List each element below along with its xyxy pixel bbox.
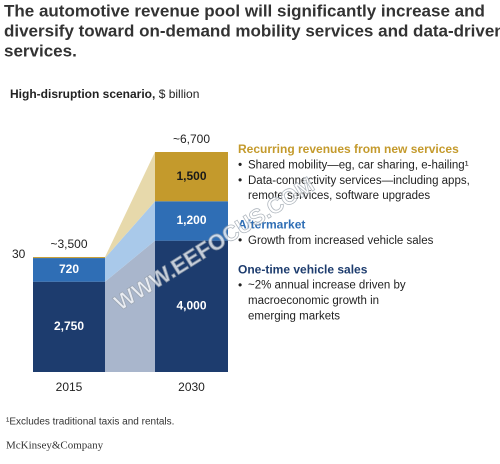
subtitle-bold: High-disruption scenario, [10, 87, 155, 101]
connector-area [105, 201, 155, 282]
title-line: services. [4, 41, 77, 60]
bar-segment [33, 258, 105, 282]
title-line: The automotive revenue pool will signifi… [4, 1, 485, 20]
legend-heading: Aftermarket [238, 218, 305, 232]
x-tick-label: 2015 [56, 380, 83, 394]
footnote: ¹Excludes traditional taxis and rentals. [6, 417, 174, 428]
source: McKinsey&Company [6, 440, 104, 452]
unit: $ billion [159, 87, 200, 101]
total-label: ~3,500 [50, 237, 87, 251]
legend-note: ~2% annual increase driven by [248, 280, 406, 292]
bar-segment [155, 152, 228, 202]
subtitle: High-disruption scenario, $ billion [10, 87, 199, 101]
value-label: 720 [59, 262, 79, 276]
value-label: 30 [12, 247, 26, 261]
bar-segment [33, 281, 105, 372]
legend-note: Growth from increased vehicle sales [248, 235, 434, 247]
legend-note: macroeconomic growth in [248, 295, 379, 307]
legend-note: Shared mobility—eg, car sharing, e-haili… [248, 160, 469, 172]
bar-segment [155, 201, 228, 241]
bullet: • [238, 173, 242, 187]
bar-segment [155, 240, 228, 372]
legend-heading: Recurring revenues from new services [238, 142, 459, 156]
bullet: • [238, 278, 242, 292]
bullet: • [238, 233, 242, 247]
value-label: 4,000 [176, 299, 206, 313]
value-label: 1,200 [176, 213, 206, 227]
legend-heading: One-time vehicle sales [238, 262, 368, 276]
value-label: 2,750 [54, 319, 84, 333]
bullet: • [238, 158, 242, 172]
connector-area [105, 240, 155, 372]
connector-area [105, 152, 155, 259]
total-label: ~6,700 [173, 132, 210, 146]
legend-note: remote services, software upgrades [248, 190, 430, 202]
x-tick-label: 2030 [178, 380, 205, 394]
value-label: 1,500 [176, 169, 206, 183]
legend-note: Data-connectivity services—including app… [248, 175, 470, 187]
title-line: diversify toward on-demand mobility serv… [4, 21, 500, 40]
legend-note: emerging markets [248, 310, 340, 322]
bar-segment [33, 257, 105, 259]
